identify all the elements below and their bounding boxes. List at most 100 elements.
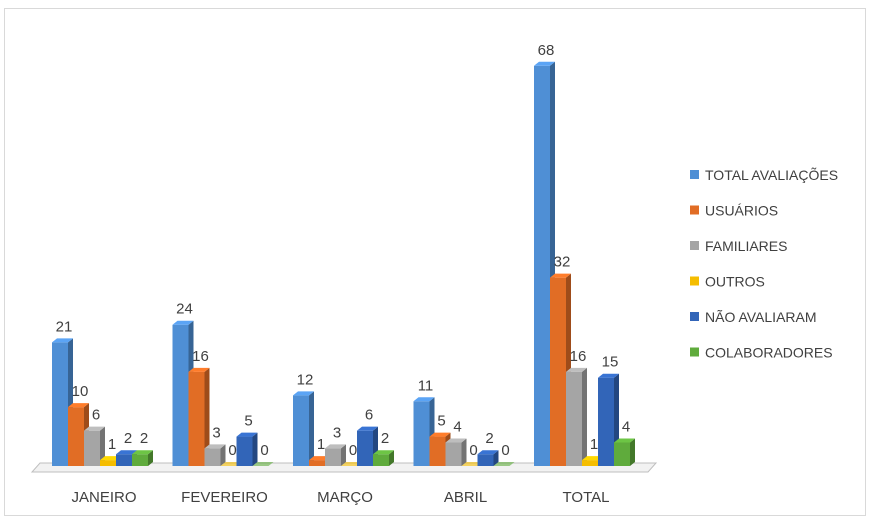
bar-front [325, 448, 341, 466]
bar-front [614, 442, 630, 466]
category-label: FEVEREIRO [181, 489, 268, 506]
data-label: 3 [333, 424, 341, 441]
bar-3-2 [445, 438, 467, 466]
bar-top [309, 456, 330, 461]
bar-top [341, 462, 362, 466]
data-label: 4 [453, 418, 461, 435]
legend-item: OUTROS [690, 274, 765, 290]
bar-top [598, 373, 619, 378]
bar-1-2 [204, 444, 226, 466]
bar-top [252, 462, 274, 466]
data-label: 11 [418, 377, 434, 394]
bar-front [309, 460, 325, 466]
bar-front [100, 460, 116, 466]
legend-swatch [690, 347, 699, 357]
bar-top [413, 397, 435, 402]
bar-top [84, 426, 105, 431]
bar-top [52, 338, 73, 343]
category-label: JANEIRO [71, 489, 136, 506]
bar-front [598, 377, 614, 466]
bar-side [493, 450, 499, 466]
legend-label: OUTROS [705, 274, 765, 290]
bar-side [389, 450, 394, 466]
category-label: ABRIL [444, 489, 487, 506]
bar-side [582, 367, 587, 466]
legend-swatch [690, 312, 699, 321]
bar-front [357, 430, 373, 466]
bar-front [477, 454, 494, 466]
bar-top [188, 367, 210, 372]
bar-top [373, 450, 394, 455]
bar-3-3 [461, 462, 483, 466]
bar-side [461, 438, 467, 466]
bar-top [357, 426, 378, 431]
data-label: 5 [437, 413, 445, 430]
data-label: 2 [140, 430, 148, 447]
bar-top [220, 462, 242, 466]
data-label: 0 [501, 442, 509, 459]
legend-label: NÃO AVALIARAM [705, 309, 817, 325]
legend-swatch [690, 276, 699, 286]
data-label: 5 [244, 413, 252, 430]
legend-item: USUÁRIOS [690, 203, 778, 219]
bar-series-group [52, 61, 635, 467]
bar-4-5 [614, 438, 635, 466]
data-label: 68 [538, 42, 555, 59]
data-label: 1 [108, 436, 116, 453]
data-label: 2 [381, 430, 389, 447]
legend-swatch [690, 170, 699, 179]
legend-label: USUÁRIOS [705, 203, 778, 219]
bar-side [220, 444, 226, 466]
data-label: 0 [228, 442, 236, 459]
bar-1-1 [188, 367, 210, 466]
category-label-group: JANEIRO FEVEREIRO MARÇO ABRIL TOTAL [71, 489, 609, 506]
bar-front [413, 401, 430, 466]
bar-2-0 [293, 391, 314, 466]
bar-side [309, 391, 314, 466]
bar-1-5 [252, 462, 274, 466]
legend-swatch [690, 241, 699, 250]
bar-top [550, 273, 571, 278]
bar-top [461, 462, 483, 466]
bar-front [116, 454, 132, 466]
legend-item: NÃO AVALIARAM [690, 309, 817, 325]
bar-top [477, 450, 499, 455]
bar-side [630, 438, 635, 466]
bar-0-2 [84, 426, 105, 466]
data-label: 0 [349, 442, 357, 459]
bar-side [148, 450, 153, 466]
data-label: 2 [485, 430, 493, 447]
bar-top [100, 456, 121, 461]
data-label: 1 [590, 436, 598, 453]
bar-front [84, 430, 100, 466]
legend-label: TOTAL AVALIAÇÕES [705, 167, 838, 183]
bar-front [445, 442, 462, 466]
bar-front [172, 324, 189, 466]
bar-front [429, 436, 446, 466]
data-label: 21 [56, 318, 73, 335]
data-label: 4 [622, 418, 630, 435]
legend-label: FAMILIARES [705, 238, 787, 254]
data-label: 6 [92, 407, 100, 424]
data-label: 32 [554, 254, 571, 271]
bar-top [566, 367, 587, 372]
bar-0-5 [132, 450, 153, 466]
bar-front [293, 395, 309, 466]
bar-front [68, 407, 84, 466]
bar-front [582, 460, 598, 466]
bar-front [534, 65, 550, 467]
data-label: 15 [602, 354, 619, 371]
data-label: 0 [260, 442, 268, 459]
bar-front [236, 436, 253, 466]
bar-top [445, 438, 467, 443]
data-label: 3 [212, 424, 220, 441]
bar-top [293, 391, 314, 396]
bar-side [252, 432, 258, 466]
data-label: 0 [469, 442, 477, 459]
legend-item: TOTAL AVALIAÇÕES [690, 167, 838, 183]
bar-top [614, 438, 635, 443]
bar-front [566, 371, 582, 466]
bar-front [373, 454, 389, 466]
bar-side [204, 367, 210, 466]
